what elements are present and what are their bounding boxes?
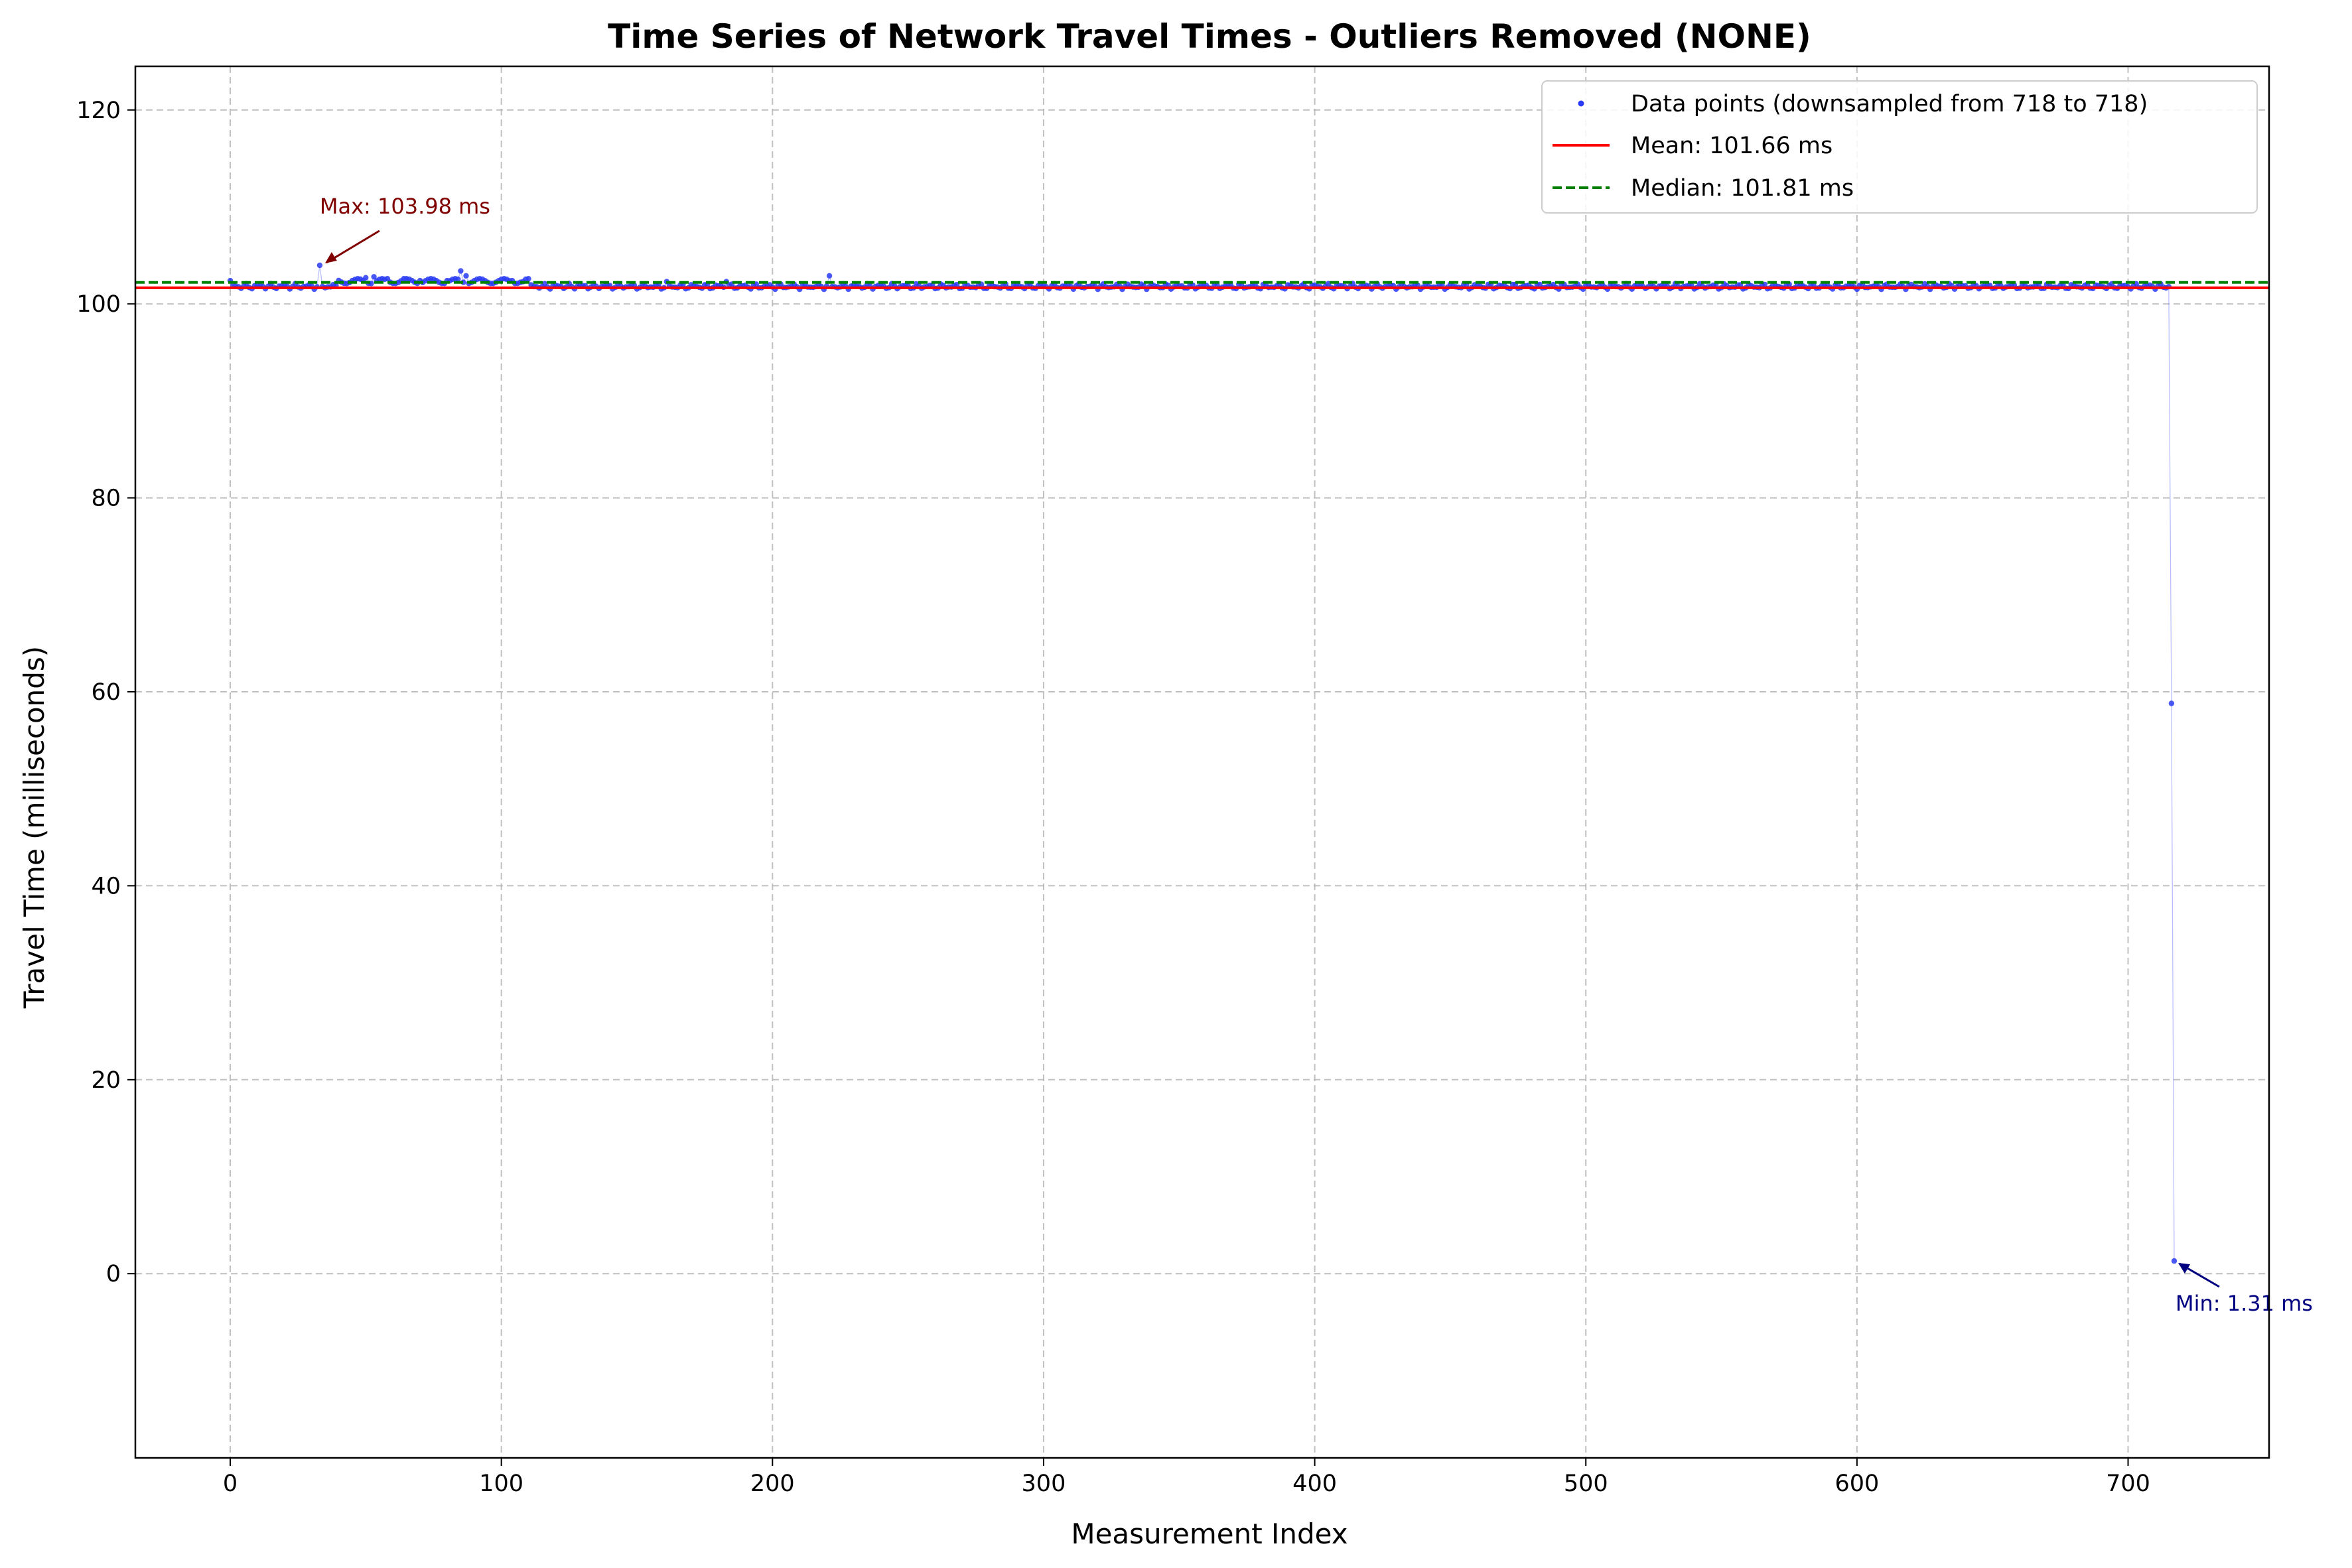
annotations: Max: 103.98 ms Min: 1.31 ms — [320, 194, 2313, 1316]
data-point — [826, 273, 833, 279]
data-point — [458, 268, 464, 274]
x-axis-label: Measurement Index — [1071, 1518, 1348, 1550]
y-tick-label: 120 — [76, 98, 121, 124]
max-annotation-label: Max: 103.98 ms — [320, 194, 490, 219]
min-arrow-head — [2178, 1263, 2190, 1274]
legend-box — [1541, 80, 2258, 214]
legend-marker-points — [1578, 100, 1584, 107]
axes: 0 100 200 300 400 500 600 700 0 20 40 60 80 100 120 — [76, 65, 2270, 1497]
y-tick-label: 60 — [91, 679, 121, 706]
x-tick-label: 700 — [2106, 1470, 2150, 1497]
data-point — [316, 262, 323, 269]
x-tick-label: 300 — [1022, 1470, 1066, 1497]
y-tick-label: 40 — [91, 873, 121, 899]
legend: Data points (downsampled from 718 to 718… — [1541, 80, 2258, 214]
x-tick-label: 600 — [1834, 1470, 1879, 1497]
legend-label-mean: Mean: 101.66 ms — [1631, 133, 1833, 159]
x-tick-label: 0 — [223, 1470, 238, 1497]
data-point — [525, 276, 531, 282]
data-point — [363, 275, 369, 281]
grid — [135, 66, 2269, 1458]
data-point — [455, 276, 461, 283]
data-point — [2168, 700, 2175, 706]
min-annotation-label: Min: 1.31 ms — [2176, 1291, 2313, 1316]
data-point — [463, 273, 469, 279]
legend-label-points: Data points (downsampled from 718 to 718… — [1631, 91, 2148, 117]
y-tick-label: 0 — [106, 1261, 121, 1287]
data-point — [2171, 1258, 2178, 1264]
y-tick-label: 80 — [91, 486, 121, 512]
data-point — [371, 274, 377, 280]
x-tick-label: 500 — [1564, 1470, 1608, 1497]
x-tick-label: 400 — [1292, 1470, 1337, 1497]
max-arrow-head — [324, 252, 337, 264]
chart-title: Time Series of Network Travel Times - Ou… — [608, 17, 1811, 56]
x-tick-label: 100 — [479, 1470, 523, 1497]
max-annotation-arrow — [326, 229, 380, 264]
x-tick-label: 200 — [750, 1470, 795, 1497]
y-tick-label: 100 — [76, 291, 121, 318]
y-tick-label: 20 — [91, 1067, 121, 1094]
plot-frame — [134, 65, 2270, 1459]
reference-lines — [135, 281, 2269, 289]
legend-label-median: Median: 101.81 ms — [1631, 175, 1854, 202]
y-axis-label: Travel Time (milliseconds) — [18, 646, 50, 1009]
